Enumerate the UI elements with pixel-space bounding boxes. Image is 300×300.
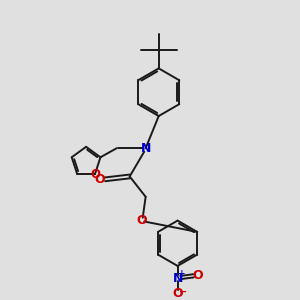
Text: O: O xyxy=(193,269,203,282)
Text: +: + xyxy=(178,269,186,278)
Text: O: O xyxy=(136,214,147,226)
Text: O: O xyxy=(90,168,100,181)
Text: N: N xyxy=(172,272,183,285)
Text: −: − xyxy=(179,287,187,297)
Text: O: O xyxy=(172,287,183,300)
Text: N: N xyxy=(140,142,151,155)
Text: O: O xyxy=(94,173,105,186)
